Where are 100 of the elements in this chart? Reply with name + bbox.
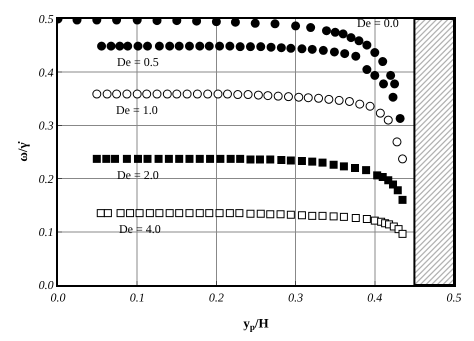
point (277, 156, 286, 164)
point (213, 90, 222, 99)
point (270, 19, 280, 28)
point (236, 154, 244, 163)
series-label: De = 0.0 (357, 16, 399, 30)
point (133, 42, 142, 51)
point (276, 210, 285, 218)
point (102, 90, 112, 99)
point (362, 215, 371, 224)
point (306, 23, 316, 32)
point (398, 196, 407, 204)
point (165, 42, 174, 51)
point (222, 90, 232, 99)
point (143, 42, 152, 51)
point (352, 214, 360, 222)
point (263, 91, 272, 100)
point (164, 154, 173, 163)
x-tick-label: 0.4 (367, 290, 382, 304)
y-tick-label: 0.4 (38, 65, 54, 80)
point (233, 90, 242, 100)
point (392, 137, 402, 146)
point (162, 90, 172, 99)
x-tick-label: 0.0 (50, 290, 66, 304)
x-axis-title: y$_{p}$/H (243, 316, 269, 332)
point (346, 33, 356, 42)
point (144, 154, 152, 163)
point (314, 94, 324, 103)
point (388, 92, 398, 102)
point (115, 42, 124, 51)
point (362, 166, 370, 174)
point (256, 210, 265, 218)
y-axis-title: ω/γ̇ (15, 141, 30, 162)
point (250, 19, 260, 28)
point (254, 90, 263, 100)
point (318, 158, 327, 167)
y-tick-label: 0.2 (38, 172, 54, 186)
x-tick-label: 0.1 (130, 290, 145, 304)
point (192, 90, 202, 99)
point (284, 92, 293, 102)
point (230, 19, 240, 27)
point (134, 154, 142, 163)
point (154, 42, 164, 51)
point (340, 162, 348, 170)
point (256, 155, 264, 164)
point (266, 155, 274, 164)
x-tick-label: 0.2 (208, 290, 224, 304)
point (203, 90, 212, 99)
point (196, 209, 204, 218)
point (330, 212, 338, 220)
point (216, 154, 224, 163)
point (340, 212, 348, 221)
point (184, 42, 194, 51)
point (291, 21, 300, 30)
point (126, 209, 134, 218)
point (235, 209, 244, 218)
point (236, 42, 245, 52)
point (97, 42, 106, 51)
point (92, 90, 102, 99)
x-tick-label: 0.5 (446, 290, 462, 304)
point (324, 94, 334, 104)
point (276, 43, 286, 52)
point (246, 42, 255, 52)
point (297, 44, 306, 54)
point (92, 154, 101, 163)
point (370, 70, 380, 80)
point (182, 90, 192, 99)
point (205, 209, 214, 218)
point (354, 36, 364, 46)
point (136, 209, 144, 218)
point (304, 93, 313, 102)
point (206, 154, 214, 163)
point (256, 42, 266, 52)
point (366, 102, 375, 111)
point (266, 42, 276, 52)
point (362, 65, 372, 74)
point (132, 90, 142, 99)
point (398, 154, 408, 164)
point (266, 210, 274, 218)
series-label: De = 2.0 (117, 168, 159, 182)
point (340, 49, 350, 58)
point (122, 90, 132, 99)
point (308, 44, 317, 54)
point (390, 79, 400, 88)
point (351, 164, 359, 172)
point (146, 209, 154, 218)
point (370, 48, 380, 58)
point (398, 230, 407, 238)
point (378, 57, 388, 66)
point (246, 155, 254, 164)
point (175, 154, 184, 163)
point (286, 210, 295, 219)
point (123, 42, 132, 51)
point (396, 114, 405, 123)
point (215, 42, 224, 51)
point (355, 100, 364, 109)
point (152, 90, 162, 99)
point (226, 154, 235, 163)
point (174, 42, 184, 51)
point (318, 212, 327, 220)
point (330, 47, 339, 56)
